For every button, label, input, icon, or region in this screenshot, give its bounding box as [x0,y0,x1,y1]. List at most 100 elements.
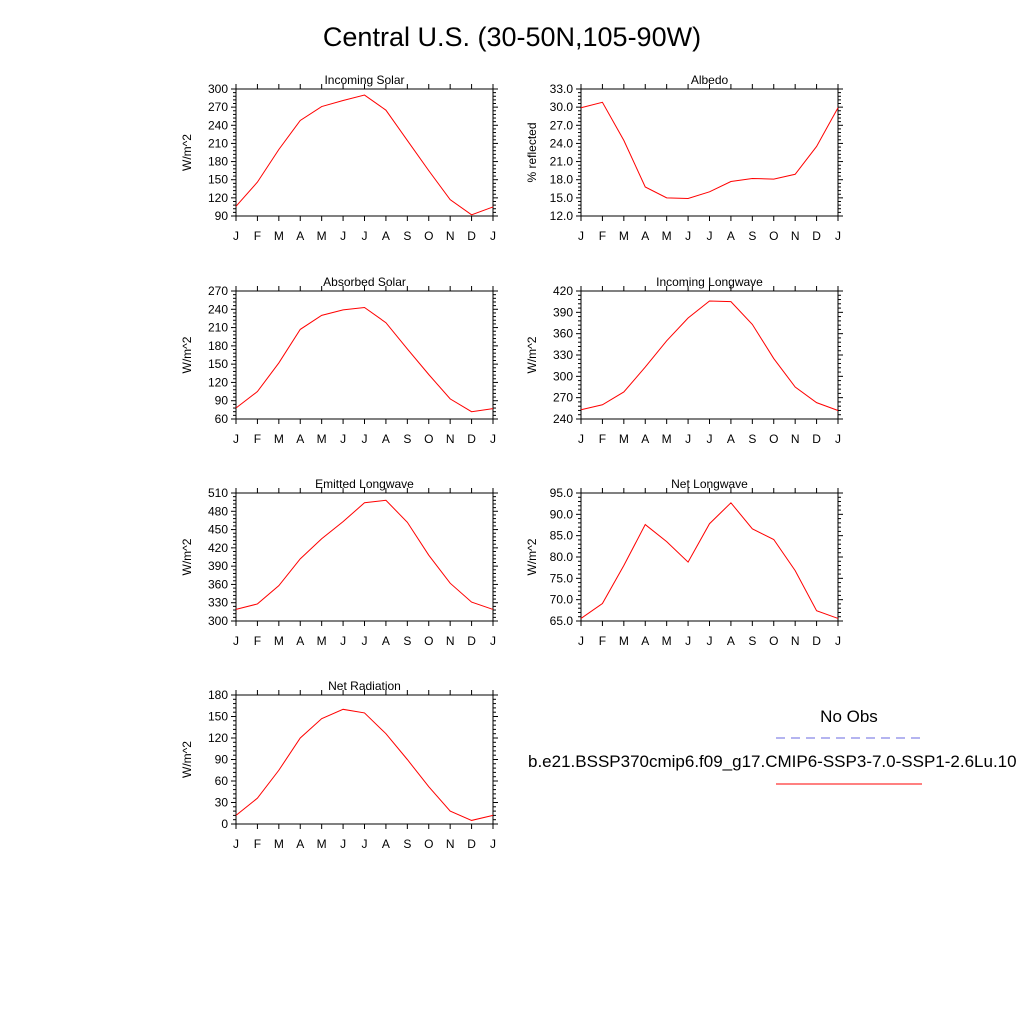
albedo-ytick-label: 33.0 [550,82,574,96]
incoming-solar-ytick-label: 150 [208,173,228,187]
incoming-longwave-series-line [580,300,839,411]
albedo-xtick-label: A [641,229,649,243]
emitted-longwave-xtick-label: M [274,634,284,648]
albedo-xtick-label: A [727,229,735,243]
albedo-xtick-label: M [662,229,672,243]
net-longwave-ytick-label: 80.0 [550,550,574,564]
incoming-solar-xtick-label: J [490,229,496,243]
albedo-xtick-label: J [835,229,841,243]
absorbed-solar-ytick-label: 120 [208,375,228,389]
incoming-longwave-xtick-label: M [662,432,672,446]
net-longwave-ytick-label: 85.0 [550,529,574,543]
incoming-longwave-xtick-label: J [835,432,841,446]
net-longwave-xtick-label: O [769,634,778,648]
absorbed-solar-xtick-label: A [296,432,304,446]
emitted-longwave-ytick-label: 420 [208,541,228,555]
incoming-longwave-xtick-label: J [578,432,584,446]
albedo-xtick-label: N [791,229,800,243]
emitted-longwave-ytick-label: 450 [208,523,228,537]
incoming-solar-ytick-label: 120 [208,191,228,205]
absorbed-solar-xtick-label: F [254,432,261,446]
incoming-longwave-xtick-label: F [599,432,606,446]
emitted-longwave-xtick-label: M [317,634,327,648]
absorbed-solar-ytick-label: 210 [208,321,228,335]
emitted-longwave-xtick-label: J [340,634,346,648]
absorbed-solar-xtick-label: J [362,432,368,446]
incoming-longwave-ytick-label: 390 [553,305,573,319]
net-radiation-ytick-label: 0 [221,817,228,831]
absorbed-solar-xtick-label: A [382,432,390,446]
absorbed-solar-ytick-label: 60 [215,412,229,426]
emitted-longwave-xtick-label: S [403,634,411,648]
incoming-longwave-ytick-label: 270 [553,391,573,405]
net-radiation-ytick-label: 150 [208,710,228,724]
albedo-ylabel: % reflected [525,122,539,182]
net-radiation-plot-frame [235,694,494,825]
net-radiation-xtick-label: M [274,837,284,851]
incoming-longwave-plot-frame [580,290,839,420]
net-longwave-xtick-label: N [791,634,800,648]
absorbed-solar-plot-frame [235,290,494,420]
incoming-solar-xtick-label: M [274,229,284,243]
net-radiation-xtick-label: A [382,837,390,851]
incoming-solar-ytick-label: 180 [208,155,228,169]
incoming-solar-series-line [235,94,494,216]
net-longwave-xtick-label: J [707,634,713,648]
incoming-longwave-xtick-label: S [748,432,756,446]
net-longwave-xtick-label: D [812,634,821,648]
emitted-longwave-xtick-label: N [446,634,455,648]
emitted-longwave-xtick-label: J [233,634,239,648]
absorbed-solar-ytick-label: 240 [208,302,228,316]
incoming-longwave-ytick-label: 300 [553,369,573,383]
albedo-xtick-label: J [707,229,713,243]
albedo-xtick-label: J [685,229,691,243]
albedo-xtick-label: O [769,229,778,243]
incoming-longwave-ytick-label: 330 [553,348,573,362]
incoming-solar-xtick-label: M [317,229,327,243]
albedo-ytick-label: 12.0 [550,209,574,223]
net-longwave-xtick-label: A [641,634,649,648]
emitted-longwave-xtick-label: D [467,634,476,648]
absorbed-solar-xtick-label: O [424,432,433,446]
albedo-ytick-label: 24.0 [550,136,574,150]
albedo-ytick-label: 15.0 [550,191,574,205]
net-longwave-ytick-label: 70.0 [550,593,574,607]
emitted-longwave-xtick-label: J [490,634,496,648]
emitted-longwave-ylabel: W/m^2 [180,538,194,575]
net-longwave-xtick-label: J [578,634,584,648]
net-radiation-title: Net Radiation [328,679,401,693]
incoming-longwave-ytick-label: 360 [553,327,573,341]
net-radiation-xtick-label: J [233,837,239,851]
chart-albedo: Albedo % reflected 12.0 15.0 18.0 21.0 24.0 27.… [525,73,843,243]
incoming-solar-ylabel: W/m^2 [180,134,194,171]
net-longwave-ytick-label: 75.0 [550,571,574,585]
net-longwave-xtick-label: M [619,634,629,648]
net-radiation-ytick-label: 60 [215,774,229,788]
legend-obs-label: No Obs [820,707,878,726]
incoming-solar-ytick-label: 270 [208,100,228,114]
albedo-title: Albedo [691,73,729,87]
incoming-longwave-ylabel: W/m^2 [525,336,539,373]
incoming-solar-xtick-label: D [467,229,476,243]
albedo-ytick-label: 27.0 [550,118,574,132]
incoming-solar-ytick-label: 210 [208,136,228,150]
emitted-longwave-ytick-label: 330 [208,596,228,610]
emitted-longwave-plot-frame [235,492,494,622]
net-radiation-xtick-label: M [317,837,327,851]
incoming-solar-xtick-label: A [382,229,390,243]
emitted-longwave-xtick-label: A [382,634,390,648]
chart-emitted-longwave: Emitted Longwave W/m^2 300 330 360 390 420 450 4… [180,477,498,648]
net-radiation-xtick-label: O [424,837,433,851]
incoming-solar-plot-frame [235,88,494,217]
emitted-longwave-ytick-label: 300 [208,614,228,628]
chart-incoming-longwave: Incoming Longwave W/m^2 240 270 300 330 360 390… [525,275,843,446]
net-longwave-ytick-label: 65.0 [550,614,574,628]
emitted-longwave-ytick-label: 360 [208,577,228,591]
albedo-xtick-label: D [812,229,821,243]
absorbed-solar-series-line [235,306,494,413]
net-radiation-ytick-label: 30 [215,796,229,810]
emitted-longwave-series-line [235,499,494,610]
